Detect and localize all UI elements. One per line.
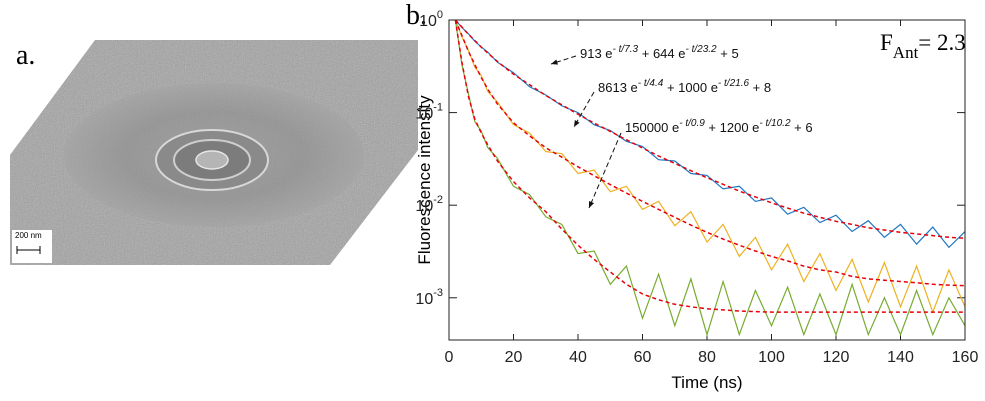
y-tick-exponent: -2 [433,194,443,206]
decay-line [454,20,965,314]
corner-label-main: F [880,30,893,55]
annotation-bg [622,117,912,137]
y-tick-label: 100 [419,9,443,30]
scale-bar-box [12,230,52,263]
annotation-bg [577,43,867,63]
annotation-exponent: - t/10.2 [759,118,791,129]
fit-annotation: 8613 e- t/4.4 + 1000 e- t/21.6 + 8 [598,78,771,95]
annotation-arrow [573,91,595,128]
annotation-text: + 6 [791,120,813,135]
annotation-text: + 8 [749,80,771,95]
annotation-text: + 644 e [638,46,685,61]
annotation-text: 150000 e [625,120,679,135]
corner-label-sub: Ant [893,43,919,62]
arrow-head [574,120,580,127]
corner-label: FAnt= 2.3 [880,30,966,62]
annotation-text: + 1000 e [663,80,718,95]
decay-line [454,20,965,337]
arrow-head [589,201,595,208]
y-tick-exponent: -1 [433,102,443,114]
annotation-arrow [550,55,577,65]
y-tick-exponent: -3 [433,287,443,299]
annotation-exponent: - t/21.6 [718,78,750,89]
y-tick-exponent: 0 [437,9,443,21]
x-tick-label: 20 [505,349,523,366]
panel-label: b. [406,0,427,31]
y-tick-label: 10-2 [415,194,443,215]
y-axis-title: Fluorescence intensity [415,95,434,265]
fit-line [454,20,965,313]
annotation-arrow [588,132,622,209]
annotation-exponent: - t/0.9 [679,118,705,129]
corner-label-rest: = 2.3 [918,30,965,55]
fit-annotation: 150000 e- t/0.9 + 1200 e- t/10.2 + 6 [625,118,813,135]
annotation-bg [595,77,885,97]
annotation-text: + 1200 e [705,120,760,135]
fit-line [454,20,965,287]
plot-area [454,20,965,337]
y-tick-base: 10 [419,13,437,30]
annotation-exponent: - t/23.2 [685,44,717,55]
fit-line [454,20,965,239]
x-tick-label: 80 [698,349,716,366]
y-tick-base: 10 [415,291,433,308]
annotation-exponent: - t/7.3 [613,44,639,55]
annotation-text: 913 e [580,46,613,61]
x-tick-label: 60 [634,349,652,366]
plot-frame [448,19,966,341]
center-pillar [195,150,229,170]
panel-label: a. [16,40,35,71]
x-tick-label: 0 [445,349,454,366]
x-tick-label: 140 [887,349,914,366]
x-tick-label: 160 [952,349,979,366]
y-tick-label: 10-1 [415,102,443,123]
x-axis-title: Time (ns) [671,373,742,392]
arrow-head [551,59,558,65]
x-tick-label: 120 [823,349,850,366]
x-tick-label: 40 [569,349,587,366]
annotation-text: 8613 e [598,80,638,95]
y-tick-base: 10 [415,106,433,123]
fit-annotation: 913 e- t/7.3 + 644 e- t/23.2 + 5 [580,44,739,61]
annotation-text: + 5 [717,46,739,61]
y-tick-label: 10-3 [415,287,443,308]
scale-bar-label: 200 nm [15,231,42,240]
sem-image: 200 nm [10,40,418,265]
x-tick-label: 100 [758,349,785,366]
annotation-exponent: - t/4.4 [638,78,664,89]
scale-bar [16,246,41,254]
y-tick-base: 10 [415,198,433,215]
